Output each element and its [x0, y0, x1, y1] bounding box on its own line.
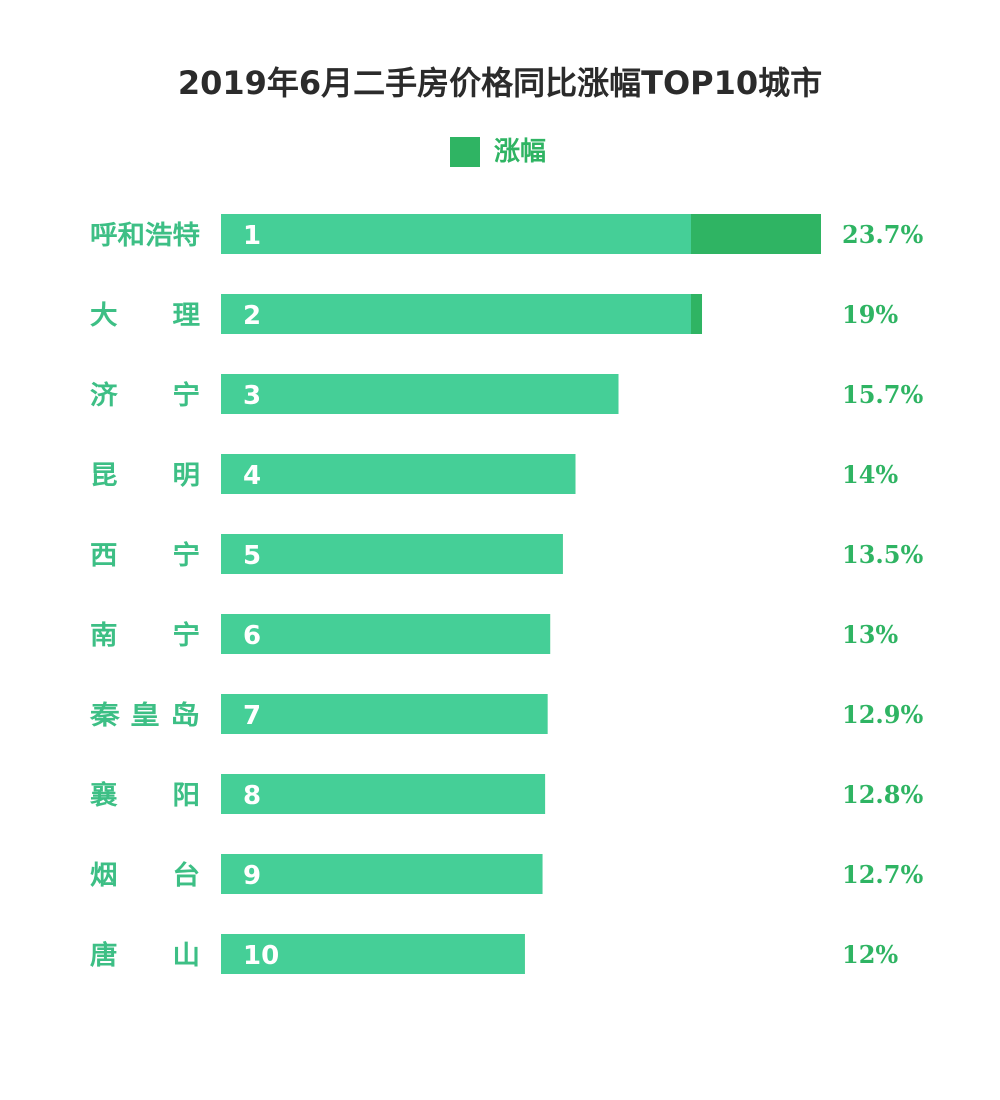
category-label-7: 秦 皇 岛	[89, 700, 200, 731]
rank-label-9: 9	[243, 861, 261, 891]
category-label-10: 唐 山	[90, 940, 200, 971]
bar-base-7	[221, 694, 548, 734]
legend: 涨幅	[450, 137, 546, 167]
rank-label-10: 10	[243, 941, 279, 971]
bar-base-4	[221, 454, 576, 494]
value-label-4: 14%	[842, 460, 898, 489]
value-label-8: 12.8%	[842, 780, 923, 809]
rank-label-5: 5	[243, 541, 261, 571]
category-label-1: 呼和浩特	[90, 220, 200, 251]
bar-base-10	[221, 934, 525, 974]
bar-base-5	[221, 534, 563, 574]
chart-title: 2019年6月二手房价格同比涨幅TOP10城市	[177, 64, 823, 102]
value-label-1: 23.7%	[842, 220, 923, 249]
bar-base-1	[221, 214, 691, 254]
rank-label-7: 7	[243, 701, 261, 731]
bar-base-3	[221, 374, 619, 414]
rank-label-2: 2	[243, 301, 261, 331]
value-label-2: 19%	[842, 300, 898, 329]
category-label-3: 济 宁	[90, 380, 200, 411]
legend-swatch	[450, 137, 480, 167]
legend-label: 涨幅	[494, 137, 547, 167]
category-label-8: 襄 阳	[89, 780, 200, 811]
rank-label-4: 4	[243, 461, 261, 491]
category-label-2: 大 理	[90, 301, 200, 331]
category-label-9: 烟 台	[90, 860, 200, 891]
rank-label-8: 8	[243, 781, 261, 811]
value-label-6: 13%	[842, 620, 898, 649]
category-label-6: 南 宁	[90, 620, 200, 651]
rank-label-1: 1	[243, 221, 261, 251]
bar-base-2	[221, 294, 691, 334]
value-label-9: 12.7%	[842, 860, 923, 889]
bar-base-9	[221, 854, 543, 894]
value-label-7: 12.9%	[842, 700, 923, 729]
value-label-3: 15.7%	[842, 380, 923, 409]
value-label-5: 13.5%	[842, 540, 923, 569]
category-label-5: 西 宁	[90, 540, 200, 571]
bar-base-6	[221, 614, 551, 654]
rank-label-6: 6	[243, 621, 261, 651]
bar-base-8	[221, 774, 546, 814]
rank-label-3: 3	[243, 381, 261, 411]
category-label-4: 昆 明	[90, 461, 200, 491]
value-label-10: 12%	[842, 940, 898, 969]
